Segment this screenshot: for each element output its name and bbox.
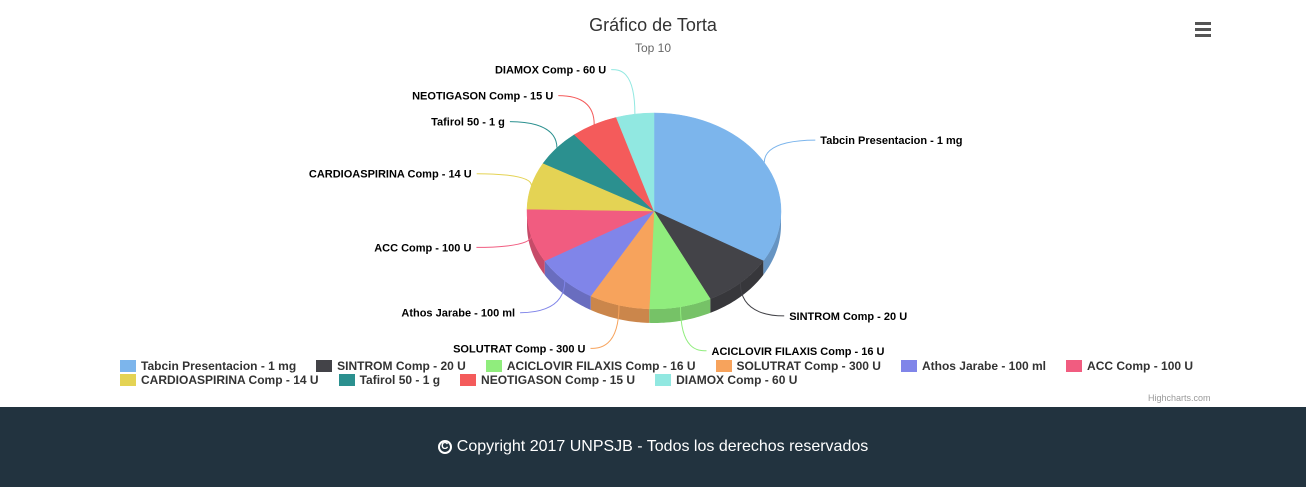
legend-label: Athos Jarabe - 100 ml: [921, 359, 1047, 373]
legend-item[interactable]: SINTROM Comp - 20 U: [316, 359, 466, 373]
legend-swatch: [460, 374, 477, 386]
hamburger-menu-icon-bar: [1195, 27, 1211, 31]
legend-swatch: [120, 360, 136, 372]
pie-slice-side: [649, 298, 711, 323]
legend-label: SOLUTRAT Comp - 300 U: [736, 359, 881, 373]
legend-item[interactable]: Athos Jarabe - 100 ml: [900, 359, 1047, 373]
legend-label: DIAMOX Comp - 60 U: [676, 373, 798, 387]
legend-item[interactable]: Tafirol 50 - 1 g: [338, 373, 441, 387]
data-label-connector: [763, 139, 816, 163]
data-label: DIAMOX Comp - 60 U: [495, 65, 606, 77]
data-label-connector: [476, 235, 532, 248]
pie-slice-side: [527, 211, 545, 275]
data-label: Tabcin Presentacion - 1 mg: [820, 135, 962, 147]
data-label-connector: [520, 280, 566, 314]
legend-swatch: [485, 360, 502, 372]
copyright-icon: C: [437, 440, 452, 454]
pie-slice-side: [544, 260, 591, 310]
data-label: ACC Comp - 100 U: [374, 242, 471, 254]
legend-swatch: [655, 374, 672, 386]
pie-data-labels: Tabcin Presentacion - 1 mg SINTROM Comp -…: [309, 65, 963, 358]
data-label: SINTROM Comp - 20 U: [789, 311, 907, 323]
data-label-connector: [680, 306, 707, 352]
data-label-connector: [590, 305, 620, 349]
pie-slice: [615, 112, 655, 212]
legend-label: NEOTIGASON Comp - 15 U: [481, 373, 636, 387]
data-label: CARDIOASPIRINA Comp - 14 U: [309, 169, 472, 181]
legend-row: Tabcin Presentacion - 1 mg SINTROM Comp -…: [120, 359, 1220, 373]
chart-container: Gráfico de Torta Top 10 Tabcin Presentacio…: [120, 15, 1220, 403]
chart-legend: Tabcin Presentacion - 1 mg SINTROM Comp -…: [120, 359, 1220, 387]
pie-slice-side: [763, 211, 781, 275]
chart-title: Gráfico de Torta: [589, 15, 718, 35]
footer-copyright-text: Copyright 2017 UNPSJB - Todos los derech…: [456, 438, 869, 455]
data-label-connector: [558, 95, 595, 125]
data-label: NEOTIGASON Comp - 15 U: [412, 91, 553, 103]
legend-swatch: [338, 374, 355, 386]
pie-slices: [526, 112, 782, 310]
data-label: ACICLOVIR FILAXIS Comp - 16 U: [712, 346, 885, 358]
legend-label: Tafirol 50 - 1 g: [359, 373, 441, 387]
legend-row: CARDIOASPIRINA Comp - 14 U Tafirol 50 - 1…: [120, 373, 1220, 387]
data-label-connector: [611, 69, 636, 115]
data-label-connector: [739, 282, 785, 317]
hamburger-menu-icon-bar: [1195, 33, 1211, 37]
legend-item[interactable]: SOLUTRAT Comp - 300 U: [715, 359, 881, 373]
data-label: Tafirol 50 - 1 g: [431, 117, 505, 129]
legend-swatch: [1066, 360, 1083, 372]
legend-swatch: [715, 360, 732, 372]
legend-item[interactable]: ACICLOVIR FILAXIS Comp - 16 U: [485, 359, 696, 373]
pie-slice-side: [710, 260, 764, 313]
legend-swatch: [900, 360, 917, 372]
highcharts-credits-link[interactable]: Highcharts.com: [1148, 393, 1211, 403]
legend-label: Tabcin Presentacion - 1 mg: [141, 359, 297, 373]
data-label-connector: [509, 121, 558, 148]
pie-side-walls: [527, 211, 781, 323]
legend-label: CARDIOASPIRINA Comp - 14 U: [141, 373, 319, 387]
data-label: SOLUTRAT Comp - 300 U: [453, 343, 585, 355]
legend-label: ACICLOVIR FILAXIS Comp - 16 U: [506, 359, 696, 373]
legend-swatch: [120, 374, 136, 386]
page-footer: C Copyright 2017 UNPSJB - Todos los dere…: [0, 407, 1306, 487]
data-label-connector: [476, 173, 532, 186]
pie-slice-side: [590, 295, 650, 323]
pie-chart: Gráfico de Torta Top 10 Tabcin Presentacio…: [309, 15, 963, 358]
legend-item[interactable]: DIAMOX Comp - 60 U: [655, 373, 797, 387]
legend-item[interactable]: NEOTIGASON Comp - 15 U: [460, 373, 635, 387]
chart-subtitle: Top 10: [635, 41, 671, 55]
legend-item[interactable]: ACC Comp - 100 U: [1066, 359, 1193, 373]
data-label: Athos Jarabe - 100 ml: [401, 308, 515, 320]
legend-label: SINTROM Comp - 20 U: [337, 359, 466, 373]
legend-label: ACC Comp - 100 U: [1087, 359, 1194, 373]
chart-menu-button[interactable]: [1188, 16, 1218, 42]
hamburger-menu-icon: [1195, 21, 1211, 25]
pie-slice: [653, 112, 782, 262]
legend-item[interactable]: CARDIOASPIRINA Comp - 14 U: [120, 373, 319, 387]
legend-item[interactable]: Tabcin Presentacion - 1 mg: [120, 359, 296, 373]
legend-swatch: [316, 360, 333, 372]
